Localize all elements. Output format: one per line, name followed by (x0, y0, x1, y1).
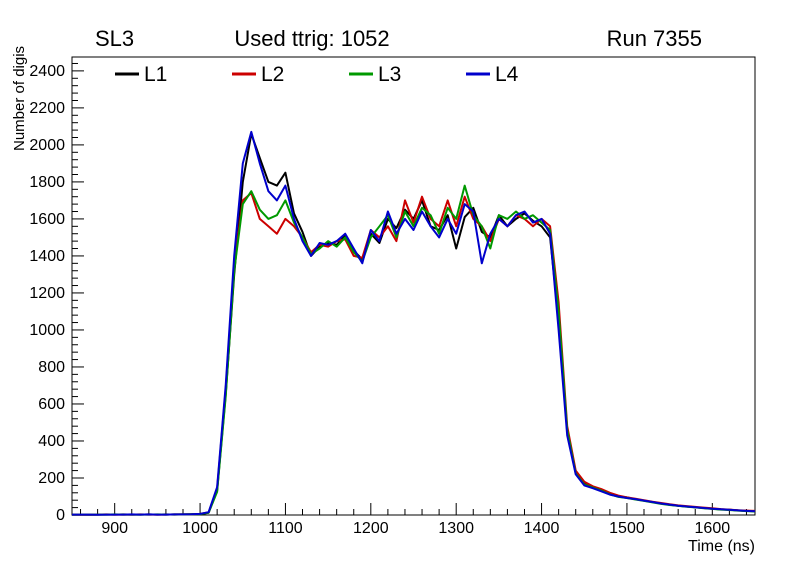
plot-frame (71, 56, 756, 516)
legend-label-L1: L1 (144, 63, 167, 86)
y-axis-title: Number of digis (11, 46, 28, 151)
pad-title-left: SL3 (95, 26, 134, 51)
y-tick-label: 600 (38, 396, 65, 413)
x-tick-label: 1400 (524, 520, 560, 537)
y-tick-label: 800 (38, 359, 65, 376)
pad-title-center: Used ttrig: 1052 (234, 26, 389, 51)
y-tick-label: 1000 (29, 322, 65, 339)
y-tick-label: 1200 (29, 285, 65, 302)
x-tick-label: 900 (101, 520, 128, 537)
y-tick-label: 1400 (29, 248, 65, 265)
x-tick-label: 1100 (268, 520, 303, 537)
axis-tick-labels: 900 1000 1100 1200 1300 1400 1500 1600 0 200 400 60… (29, 63, 730, 537)
x-tick-label: 1000 (182, 520, 218, 537)
y-tick-label: 2200 (29, 100, 65, 117)
x-tick-label: 1200 (353, 520, 389, 537)
y-tick-label: 0 (56, 507, 65, 524)
y-tick-label: 200 (38, 470, 65, 487)
legend-label-L2: L2 (261, 63, 284, 86)
legend: L1 L2 L3 L4 (115, 63, 519, 86)
pad-title-right: Run 7355 (607, 26, 702, 51)
x-tick-label: 1600 (695, 520, 731, 537)
x-axis-title: Time (ns) (688, 538, 755, 555)
series-line-L4 (72, 130, 756, 516)
axis-ticks (72, 62, 747, 516)
series-line-L3 (71, 184, 756, 516)
series-line-L1 (72, 132, 756, 516)
y-tick-label: 2000 (29, 137, 65, 154)
y-tick-label: 1600 (29, 211, 65, 228)
y-tick-label: 1800 (29, 174, 65, 191)
x-tick-label: 1500 (609, 520, 645, 537)
series-line-L2 (71, 192, 756, 516)
x-tick-label: 1300 (438, 520, 474, 537)
frame-rect (71, 56, 756, 516)
series-lines (71, 130, 756, 516)
y-tick-label: 2400 (29, 63, 65, 80)
y-tick-label: 400 (38, 433, 65, 450)
legend-label-L4: L4 (495, 63, 519, 86)
legend-label-L3: L3 (378, 63, 401, 86)
